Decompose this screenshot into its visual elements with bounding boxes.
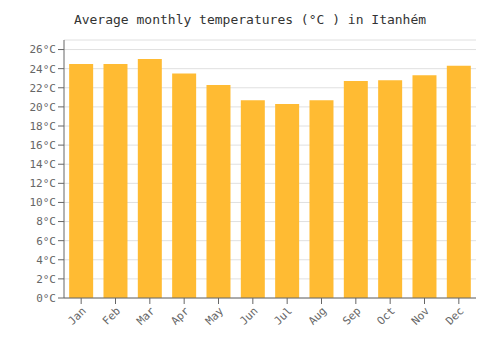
svg-text:20°C: 20°C — [30, 101, 57, 114]
svg-text:Aug: Aug — [306, 304, 329, 327]
svg-text:0°C: 0°C — [36, 292, 56, 305]
svg-text:Mar: Mar — [134, 304, 158, 328]
svg-text:26°C: 26°C — [30, 43, 57, 56]
svg-text:Sep: Sep — [340, 304, 363, 327]
svg-text:Jul: Jul — [272, 304, 295, 327]
svg-text:8°C: 8°C — [36, 215, 56, 228]
svg-text:Apr: Apr — [169, 304, 193, 328]
svg-text:4°C: 4°C — [36, 254, 56, 267]
svg-text:Oct: Oct — [375, 304, 398, 327]
svg-text:18°C: 18°C — [30, 120, 57, 133]
svg-text:Feb: Feb — [100, 304, 123, 327]
svg-text:Jan: Jan — [66, 304, 89, 327]
svg-text:2°C: 2°C — [36, 273, 56, 286]
svg-text:May: May — [203, 304, 227, 328]
svg-text:16°C: 16°C — [30, 139, 57, 152]
svg-text:12°C: 12°C — [30, 177, 57, 190]
svg-text:22°C: 22°C — [30, 82, 57, 95]
svg-text:10°C: 10°C — [30, 196, 57, 209]
svg-text:Nov: Nov — [409, 304, 433, 328]
svg-text:Dec: Dec — [443, 304, 466, 327]
html-text:Average monthly temperatures (: Average monthly temperatures (°C ) in It… — [73, 12, 427, 27]
svg-text:6°C: 6°C — [36, 235, 56, 248]
svg-text:24°C: 24°C — [30, 63, 57, 76]
svg-text:Jun: Jun — [237, 304, 260, 327]
svg-text:14°C: 14°C — [30, 158, 57, 171]
